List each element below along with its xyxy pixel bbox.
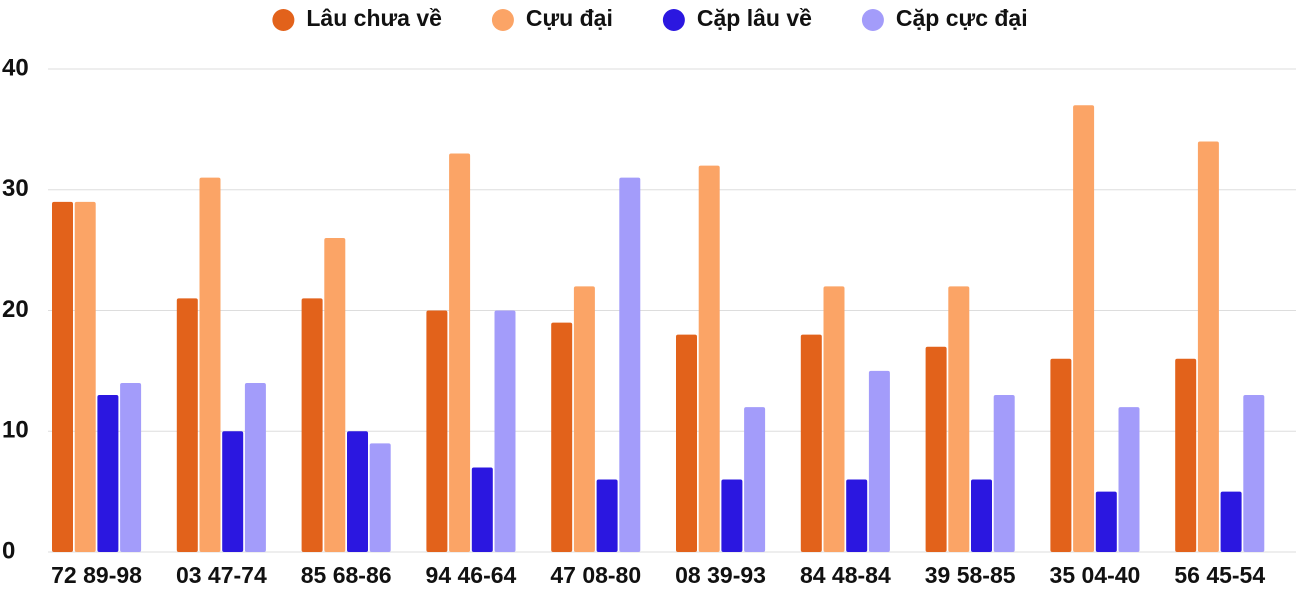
bar — [596, 479, 618, 552]
y-tick-label: 10 — [2, 417, 29, 444]
bar — [1095, 491, 1117, 552]
bar — [971, 479, 992, 552]
bar — [744, 407, 766, 552]
legend-marker — [861, 9, 884, 31]
bar — [426, 310, 448, 552]
bar — [494, 310, 516, 552]
legend-marker — [272, 9, 295, 31]
legend-label: Cặp lâu về — [697, 5, 812, 31]
bar — [199, 177, 221, 553]
bar — [573, 286, 595, 552]
bar — [823, 286, 845, 552]
bar — [97, 395, 119, 552]
bar — [120, 382, 142, 552]
bar — [698, 165, 720, 552]
bar — [721, 479, 743, 552]
bar — [244, 382, 266, 552]
bar — [449, 153, 471, 552]
bar — [993, 395, 1015, 552]
x-tick-label: 39 58-85 — [925, 562, 1016, 588]
bar — [324, 238, 346, 553]
bar — [1220, 491, 1242, 552]
bar — [868, 370, 890, 552]
legend-label: Cựu đại — [526, 5, 613, 31]
bar — [1073, 105, 1095, 552]
x-tick-label: 35 04-40 — [1050, 562, 1141, 588]
x-tick-label: 72 89-98 — [51, 562, 142, 588]
y-tick-label: 40 — [2, 54, 29, 81]
bar — [925, 346, 947, 552]
bar — [800, 334, 822, 552]
bar — [676, 334, 697, 552]
y-tick-label: 20 — [2, 296, 29, 323]
bar — [347, 431, 368, 552]
bar — [1050, 358, 1072, 552]
bar — [52, 201, 73, 552]
bar — [1175, 358, 1197, 552]
bar — [74, 201, 96, 552]
legend-label: Lâu chưa về — [306, 5, 442, 31]
legend-label: Cặp cực đại — [896, 5, 1028, 31]
bar — [222, 431, 244, 552]
bar — [1197, 141, 1219, 552]
x-tick-label: 85 68-86 — [301, 562, 392, 588]
bar — [369, 443, 391, 552]
bar — [471, 467, 493, 552]
legend-marker — [662, 9, 685, 31]
bar — [619, 177, 641, 553]
x-tick-label: 03 47-74 — [176, 562, 267, 588]
bar — [846, 479, 868, 552]
bar — [1118, 407, 1140, 552]
y-tick-label: 0 — [2, 537, 15, 564]
x-tick-label: 47 08-80 — [550, 562, 641, 588]
bar — [176, 298, 198, 552]
bar — [948, 286, 970, 552]
y-tick-label: 30 — [2, 175, 29, 202]
legend-marker — [491, 9, 514, 31]
x-tick-label: 08 39-93 — [675, 562, 766, 588]
x-tick-label: 56 45-54 — [1174, 562, 1265, 588]
x-tick-label: 84 48-84 — [800, 562, 891, 588]
bar — [1243, 395, 1265, 552]
x-tick-label: 94 46-64 — [426, 562, 517, 588]
bar — [551, 322, 573, 552]
bar — [301, 298, 323, 552]
